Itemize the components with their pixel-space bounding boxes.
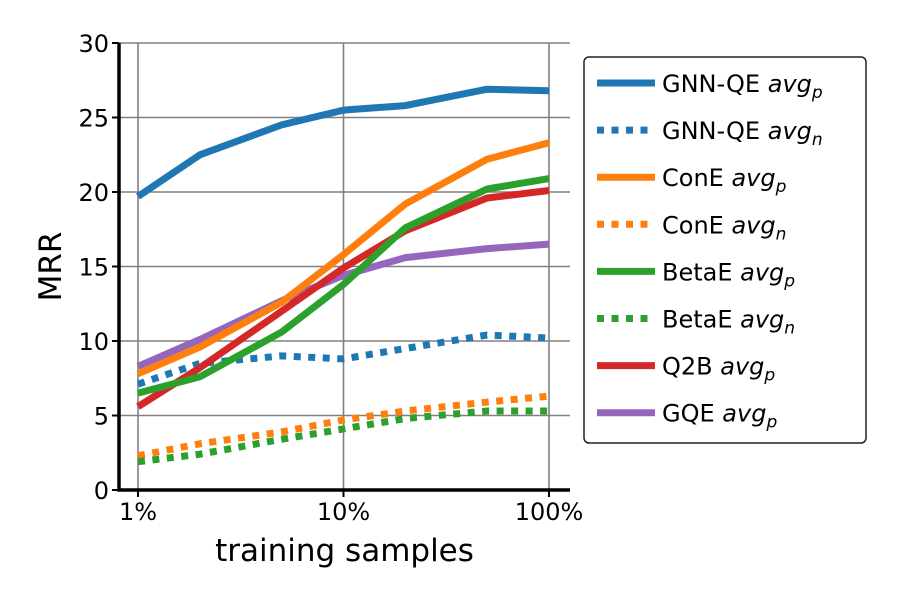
series-line-gqe-p [136,240,550,370]
tick-labels: 0 5 10 15 20 25 30 1% 10% 100% [78,30,583,526]
axes [112,42,570,497]
y-tick-label: 20 [78,179,109,207]
legend-entry: GQE avgp [662,400,777,433]
series-line-gnn-qe-p [136,85,550,200]
series-line-cone-p [136,139,550,378]
legend-entry: ConE avgn [662,211,786,244]
y-tick-label: 0 [94,477,109,505]
series-line-gnn-qe-n [136,331,550,388]
x-tick-label: 100% [515,498,584,526]
x-tick-label: 1% [119,498,157,526]
series-layer [136,85,550,466]
legend-entry: GNN-QE avgp [662,70,823,103]
series-line-cone-n [137,392,550,460]
legend-entry: GNN-QE avgn [662,117,823,150]
y-axis-label: MRR [33,232,69,302]
legend-entry: Q2B avgp [662,353,775,386]
x-axis-label: training samples [215,533,474,569]
legend-entry: BetaE avgn [662,306,795,339]
x-tick-label: 10% [317,498,370,526]
series-line-betae-p [137,175,550,397]
legend-entry: BetaE avgp [662,258,795,291]
y-tick-label: 10 [78,328,109,356]
series-line-betae-n [137,407,549,466]
legend: GNN-QE avgp GNN-QE avgn ConE avgp ConE avgn… [583,56,867,444]
legend-frame [583,56,867,444]
y-tick-label: 15 [78,254,109,282]
y-tick-label: 25 [78,105,109,133]
y-tick-label: 30 [78,30,109,58]
y-tick-label: 5 [94,403,109,431]
legend-entry: ConE avgp [662,164,787,197]
series-line-q2b-p [136,187,550,410]
